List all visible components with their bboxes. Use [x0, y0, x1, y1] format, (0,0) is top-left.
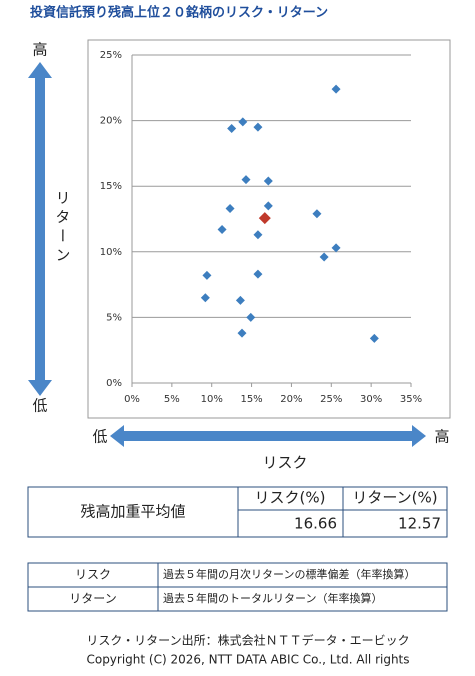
summary-label: 残高加重平均値 [80, 503, 185, 521]
y-tick-label: 25% [100, 50, 122, 61]
data-point [246, 312, 256, 322]
data-point [227, 123, 237, 133]
x-tick-label: 30% [360, 394, 382, 405]
x-tick-label: 5% [164, 394, 180, 405]
data-point [312, 209, 322, 219]
footer-source: リスク・リターン出所：株式会社ＮＴＴデータ・エービック [86, 633, 409, 648]
average-point [258, 212, 271, 225]
x-tick-label: 10% [201, 394, 223, 405]
x-tick-label: 0% [124, 394, 140, 405]
page-title: 投資信託預り残高上位２０銘柄のリスク・リターン [30, 5, 328, 21]
footer-copyright: Copyright (C) 2026, NTT DATA ABIC Co., L… [86, 653, 409, 667]
data-point [253, 230, 263, 240]
definition-text: 過去５年間のトータルリターン（年率換算） [163, 591, 382, 605]
y-high-label: 高 [32, 41, 47, 59]
definition-term: リスク [75, 568, 111, 582]
data-point [369, 333, 379, 343]
data-point [331, 243, 341, 253]
x-tick-label: 15% [240, 394, 262, 405]
plot-frame [87, 39, 451, 419]
y-tick-label: 15% [100, 181, 122, 192]
summary-value: 16.66 [294, 515, 337, 533]
definitions-table [27, 562, 448, 612]
data-point [225, 204, 235, 214]
data-point [263, 176, 273, 186]
definition-text: 過去５年間の月次リターンの標準偏差（年率換算） [163, 567, 415, 581]
x-arrow [110, 425, 426, 447]
x-tick-label: 35% [400, 394, 422, 405]
data-point [235, 295, 245, 305]
x-tick-label: 20% [280, 394, 302, 405]
summary-table [27, 486, 448, 538]
data-point [238, 117, 248, 127]
y-axis-label: リターン [54, 190, 72, 266]
y-tick-label: 20% [100, 116, 122, 127]
x-high-label: 高 [434, 428, 449, 446]
summary-header: リターン(%) [352, 489, 437, 507]
summary-value: 12.57 [398, 515, 441, 533]
definition-term: リターン [69, 592, 116, 606]
data-point [253, 122, 263, 132]
y-tick-label: 0% [106, 378, 122, 389]
data-point [237, 328, 247, 338]
x-tick-label: 25% [320, 394, 342, 405]
y-arrow [28, 62, 52, 396]
data-point [241, 175, 251, 185]
x-low-label: 低 [92, 428, 107, 446]
data-point [253, 269, 263, 279]
summary-header: リスク(%) [255, 489, 326, 507]
y-tick-label: 10% [100, 247, 122, 258]
data-point [319, 252, 329, 262]
y-low-label: 低 [32, 397, 47, 415]
y-tick-label: 5% [106, 312, 122, 323]
data-point [217, 224, 227, 234]
x-axis-label: リスク [262, 454, 307, 472]
data-point [202, 270, 212, 280]
data-point [331, 84, 341, 94]
data-point [200, 293, 210, 303]
data-point [263, 201, 273, 211]
